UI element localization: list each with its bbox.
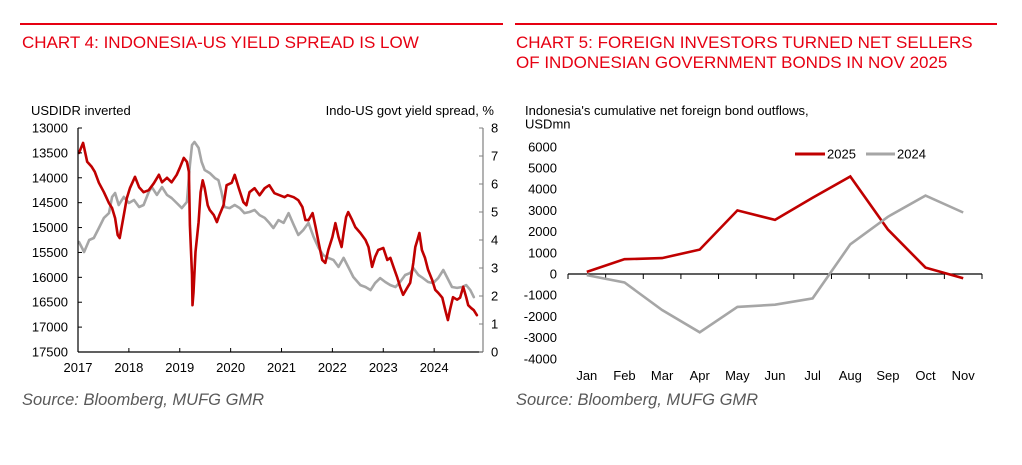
y-tick-label: 1000: [528, 245, 557, 260]
right-y-tick-label: 7: [491, 149, 498, 164]
right-y-tick-label: 4: [491, 233, 498, 248]
right-y-tick-label: 3: [491, 261, 498, 276]
left-axis-title: USDIDR inverted: [31, 103, 131, 118]
left-y-tick-label: 13500: [32, 145, 68, 160]
x-tick-label: Jun: [765, 368, 786, 383]
left-y-tick-label: 15500: [32, 245, 68, 260]
right-y-tick-label: 0: [491, 345, 498, 360]
y-tick-label: -3000: [524, 330, 557, 345]
chart5-top-rule: [515, 23, 997, 25]
series-usdidr-line: [77, 141, 479, 322]
chart5-title-line-2: OF INDONESIAN GOVERNMENT BONDS IN NOV 20…: [516, 53, 948, 72]
chart5-title-line-1: CHART 5: FOREIGN INVESTORS TURNED NET SE…: [516, 33, 973, 52]
chart4-source: Source: Bloomberg, MUFG GMR: [22, 391, 265, 409]
left-y-tick-label: 17000: [32, 320, 68, 335]
legend-label: 2024: [897, 147, 926, 162]
right-y-tick-label: 6: [491, 177, 498, 192]
left-y-tick-label: 14000: [32, 170, 68, 185]
x-tick-label: Mar: [651, 368, 674, 383]
right-y-tick-label: 5: [491, 205, 498, 220]
left-y-tick-label: 14500: [32, 195, 68, 210]
left-y-tick-label: 16000: [32, 270, 68, 285]
legend-item-2024: 2024: [866, 147, 926, 162]
x-tick-label: 2020: [216, 360, 245, 375]
y-tick-label: -4000: [524, 351, 557, 366]
y-tick-label: 0: [550, 267, 557, 282]
y-tick-label: -2000: [524, 309, 557, 324]
x-tick-label: Nov: [952, 368, 976, 383]
right-y-tick-label: 8: [491, 121, 498, 136]
x-tick-label: Apr: [690, 368, 711, 383]
chart4-title: CHART 4: INDONESIA-US YIELD SPREAD IS LO…: [22, 33, 419, 53]
chart5-title: CHART 5: FOREIGN INVESTORS TURNED NET SE…: [516, 33, 973, 73]
y-tick-label: 3000: [528, 203, 557, 218]
legend-item-2025: 2025: [795, 147, 856, 162]
x-tick-label: Feb: [613, 368, 635, 383]
right-y-tick-label: 2: [491, 289, 498, 304]
y-axis-title-line: USDmn: [525, 117, 571, 132]
series-yield-spread-line: [77, 140, 476, 299]
x-tick-label: 2019: [165, 360, 194, 375]
series-2024-line: [586, 194, 964, 334]
right-y-tick-label: 1: [491, 317, 498, 332]
chart4-top-rule: [20, 23, 503, 25]
x-tick-label: Oct: [915, 368, 936, 383]
y-axis-title-line: Indonesia's cumulative net foreign bond …: [525, 103, 809, 118]
x-tick-label: 2023: [369, 360, 398, 375]
y-tick-label: 6000: [528, 139, 557, 154]
legend-label: 2025: [827, 147, 856, 162]
chart5-source: Source: Bloomberg, MUFG GMR: [516, 391, 759, 409]
x-tick-label: 2021: [267, 360, 296, 375]
x-tick-label: Jan: [576, 368, 597, 383]
chart4-title-line: CHART 4: INDONESIA-US YIELD SPREAD IS LO…: [22, 33, 419, 52]
left-y-tick-label: 16500: [32, 295, 68, 310]
chart4-plot: USDIDR inverted Indo-US govt yield spread…: [31, 103, 498, 375]
x-tick-label: Jul: [804, 368, 821, 383]
chart5-plot: Indonesia's cumulative net foreign bond …: [524, 103, 983, 383]
left-y-tick-label: 17500: [32, 345, 68, 360]
x-tick-label: 2018: [114, 360, 143, 375]
x-tick-label: 2022: [318, 360, 347, 375]
right-axis-title: Indo-US govt yield spread, %: [326, 103, 495, 118]
series-2025-line: [586, 174, 964, 280]
x-tick-label: 2017: [64, 360, 93, 375]
x-tick-label: Sep: [876, 368, 899, 383]
x-tick-label: May: [725, 368, 750, 383]
y-tick-label: -1000: [524, 288, 557, 303]
y-tick-label: 2000: [528, 224, 557, 239]
x-tick-label: 2024: [420, 360, 449, 375]
x-tick-label: Aug: [839, 368, 862, 383]
left-y-tick-label: 15000: [32, 220, 68, 235]
y-tick-label: 4000: [528, 182, 557, 197]
left-y-tick-label: 13000: [32, 121, 68, 136]
y-tick-label: 5000: [528, 161, 557, 176]
